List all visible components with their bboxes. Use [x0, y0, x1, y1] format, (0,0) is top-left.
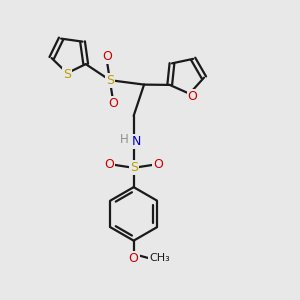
Text: O: O — [104, 158, 114, 171]
Text: O: O — [108, 98, 118, 110]
Text: S: S — [106, 74, 114, 87]
Text: S: S — [63, 68, 71, 81]
Text: CH₃: CH₃ — [149, 254, 170, 263]
Text: N: N — [131, 135, 141, 148]
Text: H: H — [120, 133, 128, 146]
Text: O: O — [188, 90, 197, 103]
Text: O: O — [102, 50, 112, 63]
Text: S: S — [130, 161, 138, 174]
Text: O: O — [129, 252, 139, 265]
Text: O: O — [153, 158, 163, 171]
